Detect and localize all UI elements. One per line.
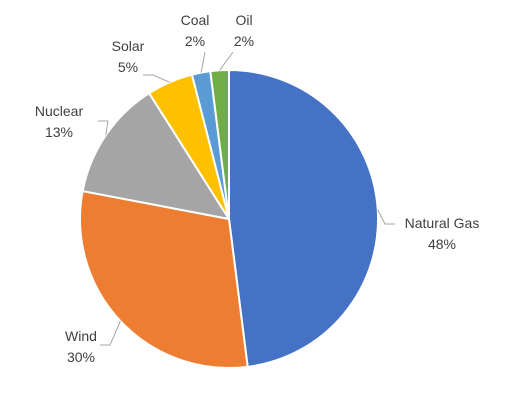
- slice-value-solar: 5%: [118, 59, 138, 75]
- leader-lines: [98, 51, 395, 346]
- leader-line-wind: [100, 320, 121, 346]
- slice-label-nuclear: Nuclear: [35, 103, 84, 119]
- slice-label-wind: Wind: [65, 328, 97, 344]
- slice-value-oil: 2%: [234, 33, 254, 49]
- leader-line-natural-gas: [377, 209, 395, 225]
- leader-line-oil: [219, 51, 234, 71]
- leader-line-nuclear: [98, 120, 109, 136]
- slice-value-wind: 30%: [67, 349, 95, 365]
- slice-value-natural-gas: 48%: [428, 236, 456, 252]
- slice-label-solar: Solar: [112, 38, 145, 54]
- pie-slices: [79, 68, 379, 369]
- leader-line-coal: [200, 51, 206, 73]
- pie-slice-nuclear: [81, 92, 230, 220]
- slice-label-oil: Oil: [235, 12, 252, 28]
- slice-label-natural-gas: Natural Gas: [405, 215, 480, 231]
- leader-line-solar: [143, 74, 170, 83]
- slice-value-coal: 2%: [185, 33, 205, 49]
- slice-label-coal: Coal: [181, 12, 210, 28]
- pie-slice-natural-gas: [228, 69, 379, 368]
- slice-value-nuclear: 13%: [45, 124, 73, 140]
